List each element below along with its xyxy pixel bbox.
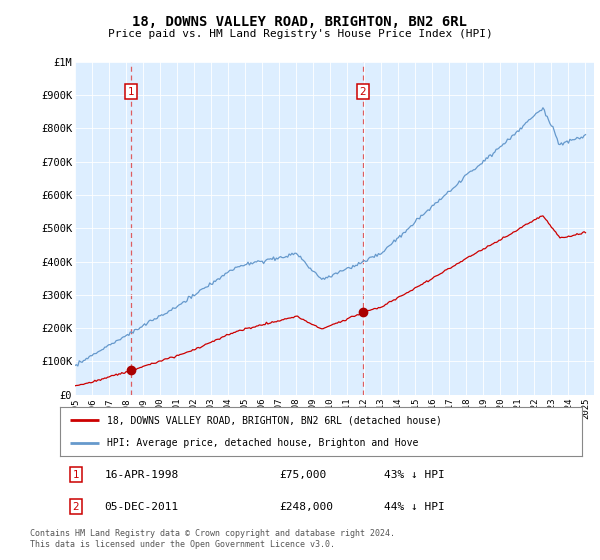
Text: Price paid vs. HM Land Registry's House Price Index (HPI): Price paid vs. HM Land Registry's House … (107, 29, 493, 39)
Text: £248,000: £248,000 (279, 502, 333, 512)
Text: £75,000: £75,000 (279, 470, 326, 480)
Text: 2: 2 (359, 87, 366, 96)
Text: HPI: Average price, detached house, Brighton and Hove: HPI: Average price, detached house, Brig… (107, 438, 418, 448)
Text: 1: 1 (128, 87, 134, 96)
Text: 18, DOWNS VALLEY ROAD, BRIGHTON, BN2 6RL: 18, DOWNS VALLEY ROAD, BRIGHTON, BN2 6RL (133, 15, 467, 29)
Text: Contains HM Land Registry data © Crown copyright and database right 2024.
This d: Contains HM Land Registry data © Crown c… (30, 529, 395, 549)
Text: 05-DEC-2011: 05-DEC-2011 (104, 502, 179, 512)
Text: 18, DOWNS VALLEY ROAD, BRIGHTON, BN2 6RL (detached house): 18, DOWNS VALLEY ROAD, BRIGHTON, BN2 6RL… (107, 416, 442, 426)
Text: 44% ↓ HPI: 44% ↓ HPI (383, 502, 445, 512)
Text: 2: 2 (73, 502, 79, 512)
Text: 43% ↓ HPI: 43% ↓ HPI (383, 470, 445, 480)
Text: 1: 1 (73, 470, 79, 480)
Text: 16-APR-1998: 16-APR-1998 (104, 470, 179, 480)
